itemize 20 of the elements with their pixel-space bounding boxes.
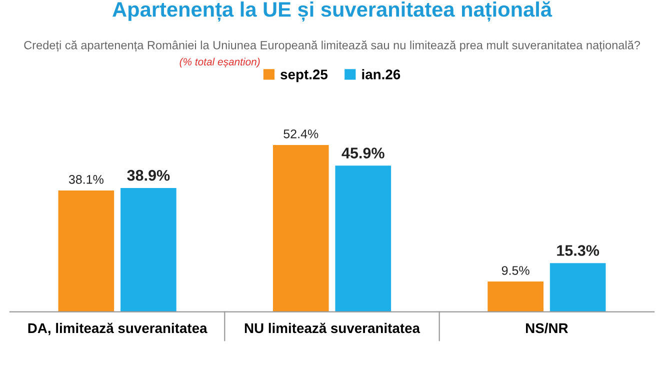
data-label: 38.1% [68, 175, 104, 184]
x-tick-label: NU limitează suveranitatea [244, 322, 420, 334]
chart-title: Apartenența la UE și suveranitatea națională [112, 1, 552, 22]
text: (% total eșantion) [180, 58, 260, 68]
legend-label: ian.26 [362, 69, 400, 80]
bar [488, 282, 544, 312]
bar [550, 263, 606, 312]
data-label: 38.9% [127, 170, 170, 181]
data-label: 15.3% [557, 245, 600, 256]
bar [272, 144, 329, 312]
x-tick-label: DA, limitează suveranitatea [28, 322, 208, 336]
bar [120, 188, 176, 312]
legend-label: sept.25 [280, 70, 328, 82]
x-tick-label: NS/NR [526, 322, 568, 334]
data-label: 9.5% [502, 266, 530, 275]
chart-subtitle: Credeți că apartenența României la Uniunea Europeană limitează sau nu limitează prea mult suveranitatea națională? [24, 40, 640, 52]
bar [335, 166, 392, 312]
data-label: 52.4% [284, 129, 318, 138]
bar [58, 190, 114, 312]
data-label: 45.9% [342, 148, 384, 158]
